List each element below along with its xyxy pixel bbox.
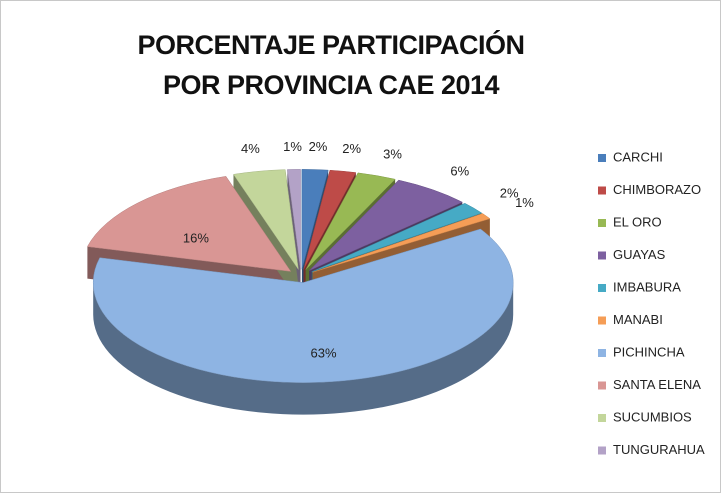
slice: [312, 213, 491, 273]
legend-swatch: [598, 349, 606, 357]
legend-swatch: [598, 316, 606, 325]
legend-label: MANABI: [613, 312, 663, 327]
legend-label: SUCUMBIOS: [613, 409, 692, 424]
slice: [287, 169, 301, 270]
slice: [309, 179, 463, 271]
legend-swatch: [598, 154, 606, 162]
legend-label: EL ORO: [613, 214, 662, 229]
slice: [233, 169, 299, 270]
pie-tops: [86, 169, 514, 383]
legend-swatch: [598, 284, 606, 292]
legend-label: GUAYAS: [613, 247, 666, 262]
legend-label: CARCHI: [613, 149, 663, 164]
data-label: 4%: [241, 141, 260, 156]
legend-swatch: [598, 446, 606, 455]
data-label: 2%: [342, 141, 361, 156]
legend-label: CHIMBORAZO: [613, 182, 701, 197]
slice: [311, 203, 483, 272]
data-label: 3%: [383, 146, 402, 161]
data-label: 1%: [515, 195, 534, 210]
data-label: 63%: [311, 345, 337, 360]
data-label: 2%: [500, 185, 519, 200]
legend-label: TUNGURAHUA: [613, 442, 705, 457]
pie-labels: 2% 2% 3%6%2%1%63%16%4% 1%: [183, 139, 534, 360]
legend-label: PICHINCHA: [613, 344, 685, 359]
slice: [92, 228, 514, 383]
data-label: 16%: [183, 230, 209, 245]
legend-swatch: [598, 186, 606, 195]
slice: [305, 172, 396, 270]
legend-label: SANTA ELENA: [613, 377, 701, 392]
chart-title: PORCENTAJE PARTICIPACIÓN POR PROVINCIA C…: [137, 30, 525, 100]
data-label: 1%: [283, 139, 302, 154]
slice-side: [93, 282, 514, 415]
data-label: 6%: [450, 163, 469, 178]
slice: [303, 169, 357, 270]
legend-swatch: [598, 381, 606, 390]
data-label: 2%: [309, 139, 328, 154]
slice: [301, 169, 329, 270]
slice: [86, 176, 292, 272]
legend-label: IMBABURA: [613, 279, 681, 294]
legend-swatch: [598, 414, 606, 422]
legend-swatch: [598, 219, 606, 227]
legend-swatch: [598, 251, 606, 260]
